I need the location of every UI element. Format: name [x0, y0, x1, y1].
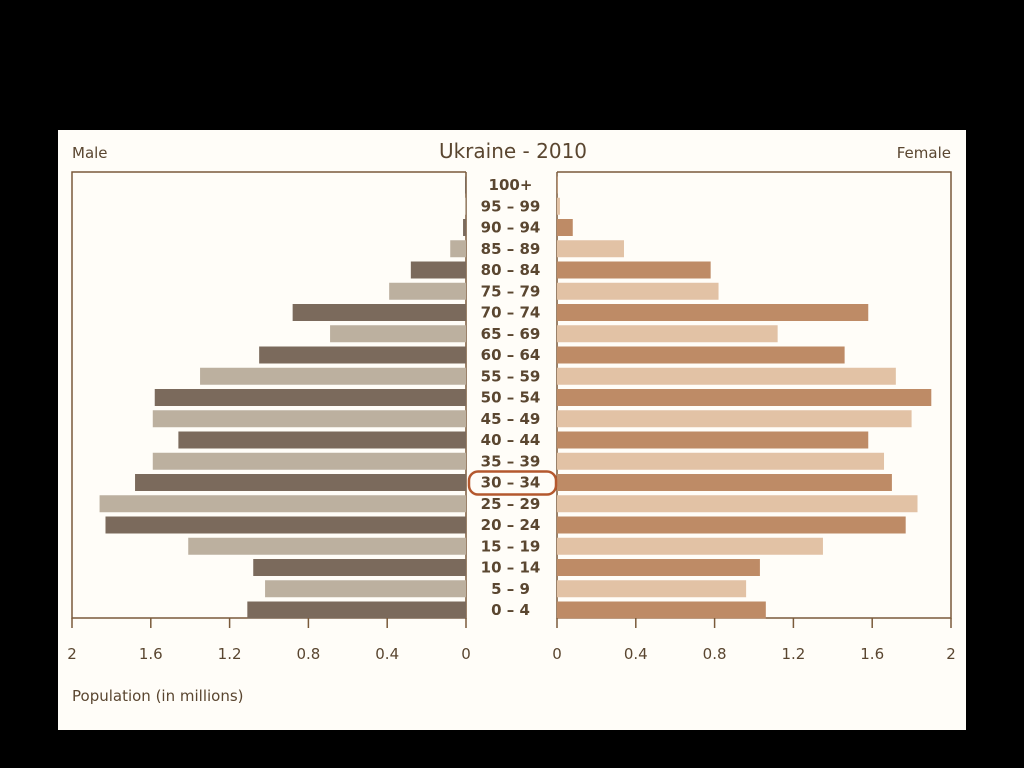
female-bar: [557, 537, 823, 555]
female-bar: [557, 452, 885, 470]
female-bar: [557, 304, 869, 321]
male-bar: [178, 431, 466, 449]
age-group-label: 85 – 89: [481, 240, 541, 258]
age-group-label: 90 – 94: [481, 219, 541, 237]
female-x-tick-label: 0: [552, 645, 562, 663]
female-bar: [557, 219, 573, 236]
age-group-label: 55 – 59: [481, 367, 541, 385]
highlight-ring: [467, 470, 558, 496]
age-group-label: 65 – 69: [481, 325, 541, 343]
female-x-tick-label: 1.6: [860, 645, 884, 663]
female-bar: [557, 516, 906, 534]
female-bar: [557, 580, 747, 598]
male-bar: [330, 325, 466, 343]
female-bar: [557, 176, 558, 194]
male-bar: [152, 410, 466, 428]
female-bar: [557, 197, 560, 215]
female-x-tick-label: 0.8: [703, 645, 727, 663]
male-bar: [265, 580, 466, 598]
female-bar: [557, 601, 766, 619]
male-bar: [99, 495, 466, 513]
male-bar: [259, 346, 466, 364]
age-group-label: 5 – 9: [491, 580, 530, 598]
age-group-label: 75 – 79: [481, 282, 541, 300]
age-group-label: 60 – 64: [481, 346, 541, 364]
male-x-tick-label: 2: [67, 645, 77, 663]
age-group-label: 25 – 29: [481, 495, 541, 513]
female-bar: [557, 346, 845, 364]
female-bar: [557, 495, 918, 513]
age-group-label: 50 – 54: [481, 389, 541, 407]
female-bar: [557, 261, 711, 279]
male-x-tick-label: 0: [461, 645, 471, 663]
female-bar: [557, 559, 760, 576]
female-bar: [557, 431, 869, 449]
male-bar: [463, 219, 466, 236]
age-group-label: 15 – 19: [481, 537, 541, 555]
male-bar: [105, 516, 467, 534]
female-x-tick-label: 1.2: [781, 645, 805, 663]
male-bar: [389, 282, 466, 300]
male-x-tick-label: 0.8: [296, 645, 320, 663]
male-x-tick-label: 0.4: [375, 645, 399, 663]
age-group-label: 45 – 49: [481, 410, 541, 428]
age-group-label: 20 – 24: [481, 516, 541, 534]
age-group-label: 70 – 74: [481, 304, 541, 322]
female-label: Female: [897, 144, 951, 162]
female-x-tick-label: 0.4: [624, 645, 648, 663]
male-label: Male: [72, 144, 108, 162]
chart-title: Ukraine - 2010: [439, 139, 587, 163]
female-bar: [557, 389, 932, 406]
female-bar: [557, 240, 624, 258]
male-bar: [450, 240, 466, 258]
age-group-label: 0 – 4: [491, 601, 530, 619]
age-group-label: 30 – 34: [481, 474, 541, 492]
female-bar: [557, 325, 778, 343]
x-axis-label: Population (in millions): [72, 687, 244, 705]
male-bar: [292, 304, 466, 321]
age-group-label: 95 – 99: [481, 197, 541, 215]
age-group-label: 40 – 44: [481, 431, 541, 449]
age-group-label: 100+: [489, 176, 533, 194]
female-bar: [557, 282, 719, 300]
male-bar: [253, 559, 466, 576]
male-x-tick-label: 1.6: [139, 645, 163, 663]
age-group-label: 10 – 14: [481, 559, 541, 577]
male-bar: [154, 389, 467, 406]
age-group-label: 35 – 39: [481, 452, 541, 470]
male-bar: [410, 261, 466, 279]
female-bar: [557, 367, 896, 385]
age-group-label: 80 – 84: [481, 261, 541, 279]
female-x-tick-label: 2: [946, 645, 956, 663]
male-x-tick-label: 1.2: [218, 645, 242, 663]
male-bar: [135, 474, 467, 491]
male-bar: [152, 452, 466, 470]
female-bar: [557, 410, 912, 428]
male-bar: [247, 601, 466, 619]
male-bar: [188, 537, 467, 555]
male-bar: [465, 197, 466, 215]
chart-panel: [58, 130, 966, 730]
male-bar: [200, 367, 467, 385]
female-bar: [557, 474, 892, 491]
male-bar: [465, 176, 466, 194]
